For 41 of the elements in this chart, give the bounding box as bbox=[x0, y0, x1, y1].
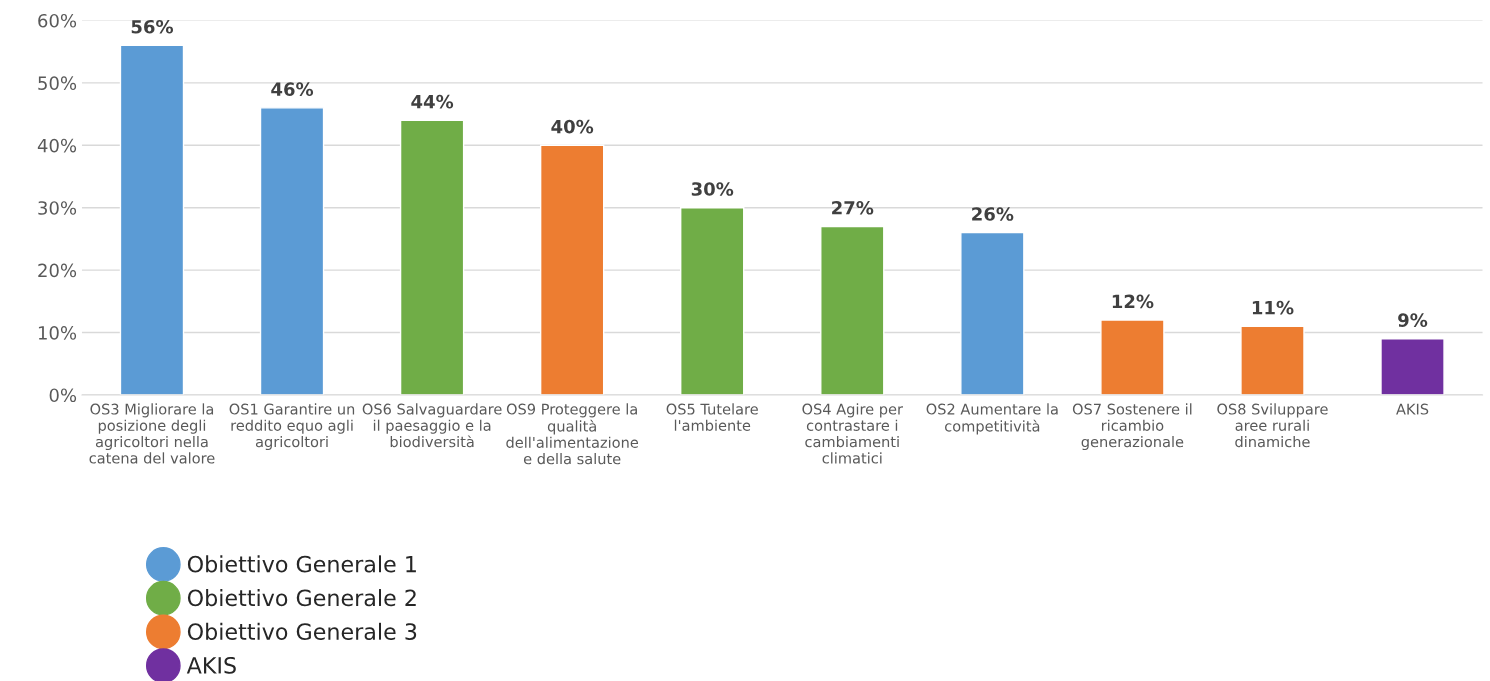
bar bbox=[539, 144, 605, 395]
bar bbox=[399, 119, 465, 395]
x-tick-label: OS7 Sostenere il ricambio generazionale bbox=[1072, 403, 1192, 451]
y-tick-label: 60% bbox=[38, 13, 77, 28]
legend-label: Obiettivo Generale 3 bbox=[187, 622, 417, 640]
data-label: 44% bbox=[411, 94, 454, 109]
bar bbox=[259, 107, 325, 395]
data-label: 12% bbox=[1112, 294, 1154, 309]
bar bbox=[1100, 319, 1165, 395]
x-tick-label: OS4 Agire per contrastare i cambiamenti climatici bbox=[802, 403, 903, 464]
data-label: 27% bbox=[832, 200, 874, 215]
legend-label: AKIS bbox=[186, 656, 236, 674]
y-tick-label: 10% bbox=[38, 326, 77, 340]
x-tick-label: OS1 Garantire un reddito equo agli agricoltori bbox=[229, 403, 355, 451]
data-label: 9% bbox=[1398, 313, 1428, 327]
data-label: 11% bbox=[1252, 300, 1294, 315]
x-tick-label: OS6 Salvaguardare il paesaggio e la biodiversità bbox=[362, 403, 502, 448]
bar bbox=[1240, 325, 1305, 395]
x-tick-label: OS5 Tutelare l'ambiente bbox=[666, 403, 758, 431]
bar bbox=[680, 207, 745, 395]
y-tick-label: 20% bbox=[38, 263, 77, 278]
y-tick-label: 40% bbox=[37, 138, 77, 153]
x-tick-label: OS2 Aumentare la competitività bbox=[926, 403, 1058, 435]
bar bbox=[1380, 338, 1445, 395]
bar bbox=[960, 231, 1025, 395]
x-tick-label: AKIS bbox=[1396, 403, 1429, 415]
legend-label: Obiettivo Generale 2 bbox=[187, 589, 416, 607]
y-tick-label: 50% bbox=[38, 76, 77, 90]
x-tick-label: OS3 Migliorare la posizione degli agricoltori nella catena del valore bbox=[89, 403, 215, 464]
legend-label: Obiettivo Generale 1 bbox=[187, 555, 416, 573]
data-label: 46% bbox=[271, 82, 314, 96]
data-label: 40% bbox=[551, 119, 594, 134]
data-label: 26% bbox=[972, 207, 1014, 221]
x-tick-label: OS9 Proteggere la qualità dell'alimentazione e della salute bbox=[506, 403, 639, 465]
bar bbox=[820, 225, 885, 395]
y-tick-label: 0% bbox=[49, 388, 77, 403]
data-label: 56% bbox=[131, 19, 174, 34]
data-label: 30% bbox=[691, 182, 734, 196]
x-tick-label: OS8 Sviluppare aree rurali dinamiche bbox=[1217, 403, 1328, 448]
bar bbox=[119, 44, 185, 395]
y-tick-label: 30% bbox=[38, 201, 77, 215]
